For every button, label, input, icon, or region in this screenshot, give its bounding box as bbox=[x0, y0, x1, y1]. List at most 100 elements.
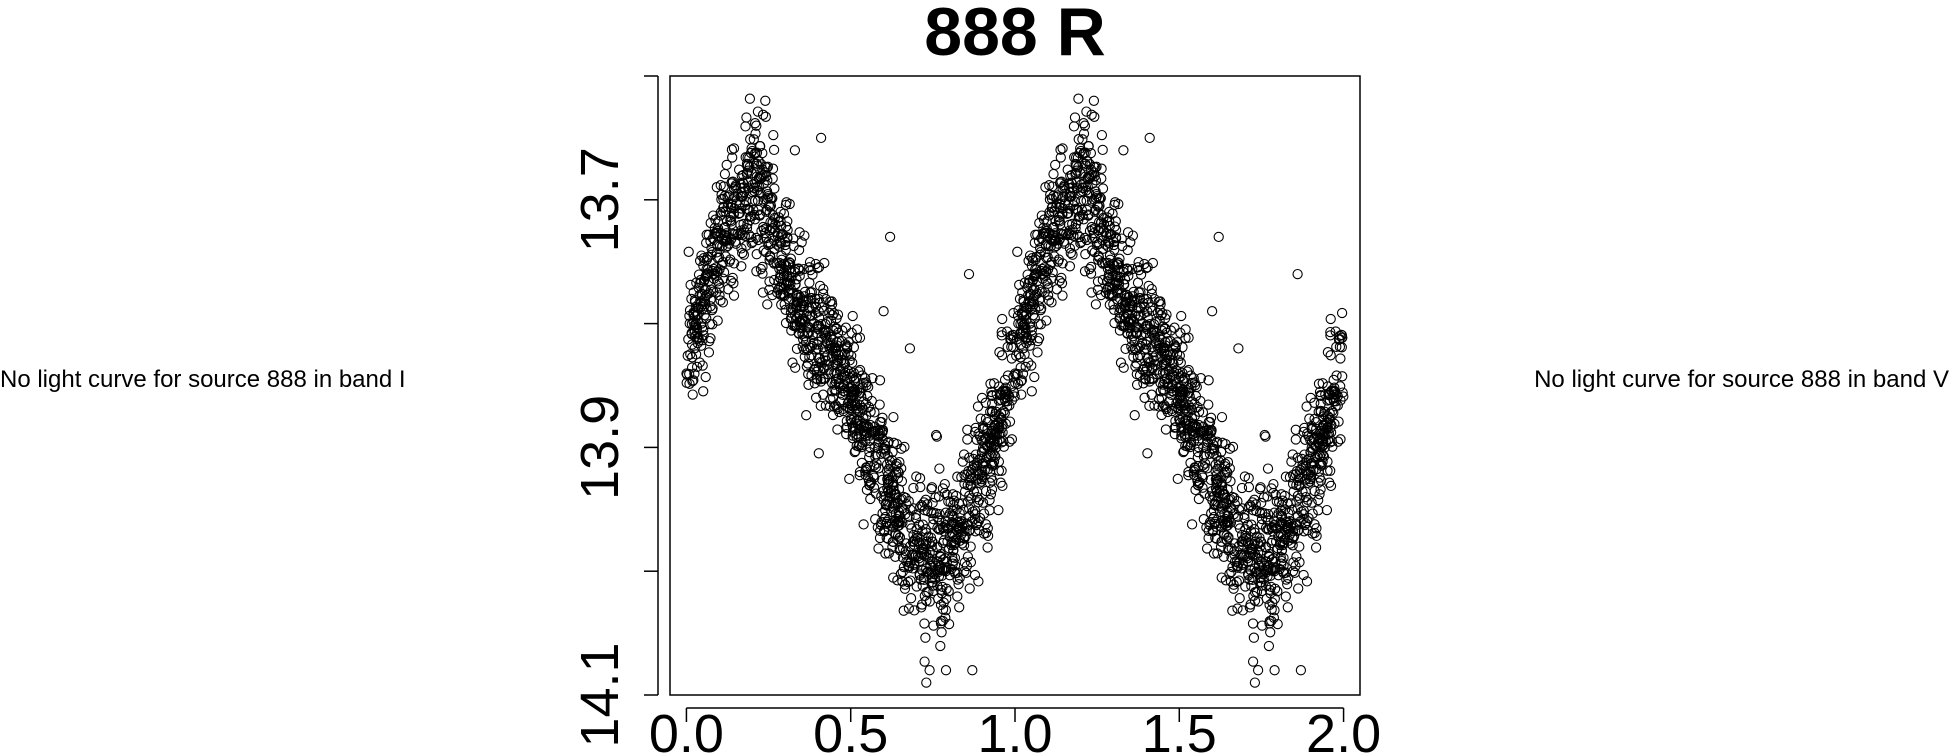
data-point bbox=[876, 416, 887, 428]
data-point bbox=[908, 536, 919, 547]
data-point bbox=[1292, 268, 1303, 280]
data-point bbox=[696, 250, 707, 261]
data-point bbox=[1335, 395, 1346, 406]
data-point bbox=[1006, 395, 1018, 406]
data-point bbox=[715, 295, 726, 306]
data-point bbox=[692, 302, 703, 313]
data-point bbox=[1160, 357, 1171, 369]
data-point bbox=[902, 576, 914, 588]
data-point bbox=[744, 152, 755, 164]
data-point bbox=[728, 290, 740, 301]
data-point bbox=[995, 477, 1006, 488]
data-point bbox=[757, 109, 769, 120]
data-point bbox=[1316, 460, 1327, 472]
data-point bbox=[711, 266, 723, 278]
data-point bbox=[873, 543, 884, 554]
data-point bbox=[996, 326, 1007, 338]
data-point bbox=[1065, 170, 1076, 182]
data-point bbox=[894, 532, 905, 544]
data-point bbox=[865, 478, 876, 489]
data-point bbox=[947, 510, 958, 521]
data-point bbox=[1305, 392, 1316, 404]
data-point bbox=[1315, 433, 1326, 445]
data-point bbox=[932, 512, 943, 523]
data-point bbox=[1223, 532, 1234, 544]
data-point bbox=[878, 486, 889, 497]
data-point bbox=[725, 275, 737, 287]
data-point bbox=[952, 471, 963, 482]
data-point bbox=[722, 191, 733, 203]
data-point bbox=[709, 222, 720, 234]
data-point bbox=[1043, 295, 1055, 306]
data-point bbox=[717, 297, 729, 308]
data-point bbox=[1318, 451, 1330, 462]
data-point bbox=[1189, 377, 1200, 388]
data-point bbox=[932, 556, 943, 567]
data-point bbox=[917, 580, 928, 592]
data-point bbox=[1055, 152, 1066, 163]
data-point bbox=[990, 451, 1001, 462]
data-point bbox=[1006, 341, 1017, 353]
data-point bbox=[838, 379, 849, 390]
data-point bbox=[811, 339, 823, 350]
data-point bbox=[986, 389, 998, 401]
data-point bbox=[1176, 310, 1187, 322]
data-point bbox=[735, 191, 746, 202]
data-point bbox=[1080, 160, 1092, 171]
data-point bbox=[940, 612, 951, 623]
data-point bbox=[1146, 389, 1157, 400]
data-point bbox=[1189, 462, 1200, 474]
data-point bbox=[1149, 326, 1160, 337]
data-point bbox=[1313, 378, 1325, 389]
data-point bbox=[1020, 302, 1032, 313]
data-point bbox=[1014, 293, 1026, 305]
data-point bbox=[1165, 325, 1177, 336]
data-point bbox=[1009, 368, 1021, 379]
data-point bbox=[1178, 445, 1190, 457]
data-point bbox=[1067, 218, 1078, 230]
data-point bbox=[1081, 106, 1092, 117]
data-point bbox=[869, 407, 880, 418]
data-point bbox=[750, 128, 761, 139]
data-point bbox=[1239, 509, 1250, 521]
data-point bbox=[1213, 460, 1225, 471]
data-point bbox=[1281, 574, 1292, 585]
data-point bbox=[948, 555, 959, 567]
data-point bbox=[915, 481, 926, 493]
data-point bbox=[1082, 181, 1093, 192]
data-point bbox=[789, 298, 800, 309]
data-point bbox=[1021, 332, 1033, 343]
data-point bbox=[1173, 402, 1184, 414]
data-point bbox=[858, 422, 869, 433]
data-point bbox=[1167, 379, 1178, 390]
data-point bbox=[1076, 205, 1088, 216]
data-point bbox=[726, 176, 737, 188]
data-point bbox=[1102, 241, 1114, 252]
data-point bbox=[1172, 473, 1183, 485]
data-point bbox=[1268, 478, 1279, 490]
data-point bbox=[1224, 443, 1236, 454]
data-point bbox=[728, 278, 739, 289]
data-point bbox=[1298, 513, 1309, 525]
data-point bbox=[895, 515, 906, 526]
data-point bbox=[700, 271, 711, 282]
data-point bbox=[1215, 541, 1227, 552]
data-point bbox=[762, 193, 773, 204]
data-point bbox=[698, 330, 709, 341]
data-point bbox=[1255, 541, 1266, 552]
data-point bbox=[1280, 471, 1292, 482]
data-point bbox=[1265, 627, 1276, 638]
data-point bbox=[1334, 341, 1346, 353]
data-point bbox=[972, 401, 984, 412]
data-point bbox=[848, 367, 859, 378]
data-point bbox=[831, 323, 842, 334]
data-point bbox=[1239, 513, 1250, 524]
data-point bbox=[1306, 420, 1317, 432]
data-point bbox=[1041, 223, 1052, 234]
data-point bbox=[1188, 469, 1200, 481]
data-point bbox=[953, 579, 964, 590]
x-tick-label: 2.0 bbox=[1306, 704, 1381, 754]
data-point bbox=[1227, 441, 1239, 453]
data-point bbox=[793, 263, 805, 275]
data-point bbox=[1206, 306, 1218, 317]
